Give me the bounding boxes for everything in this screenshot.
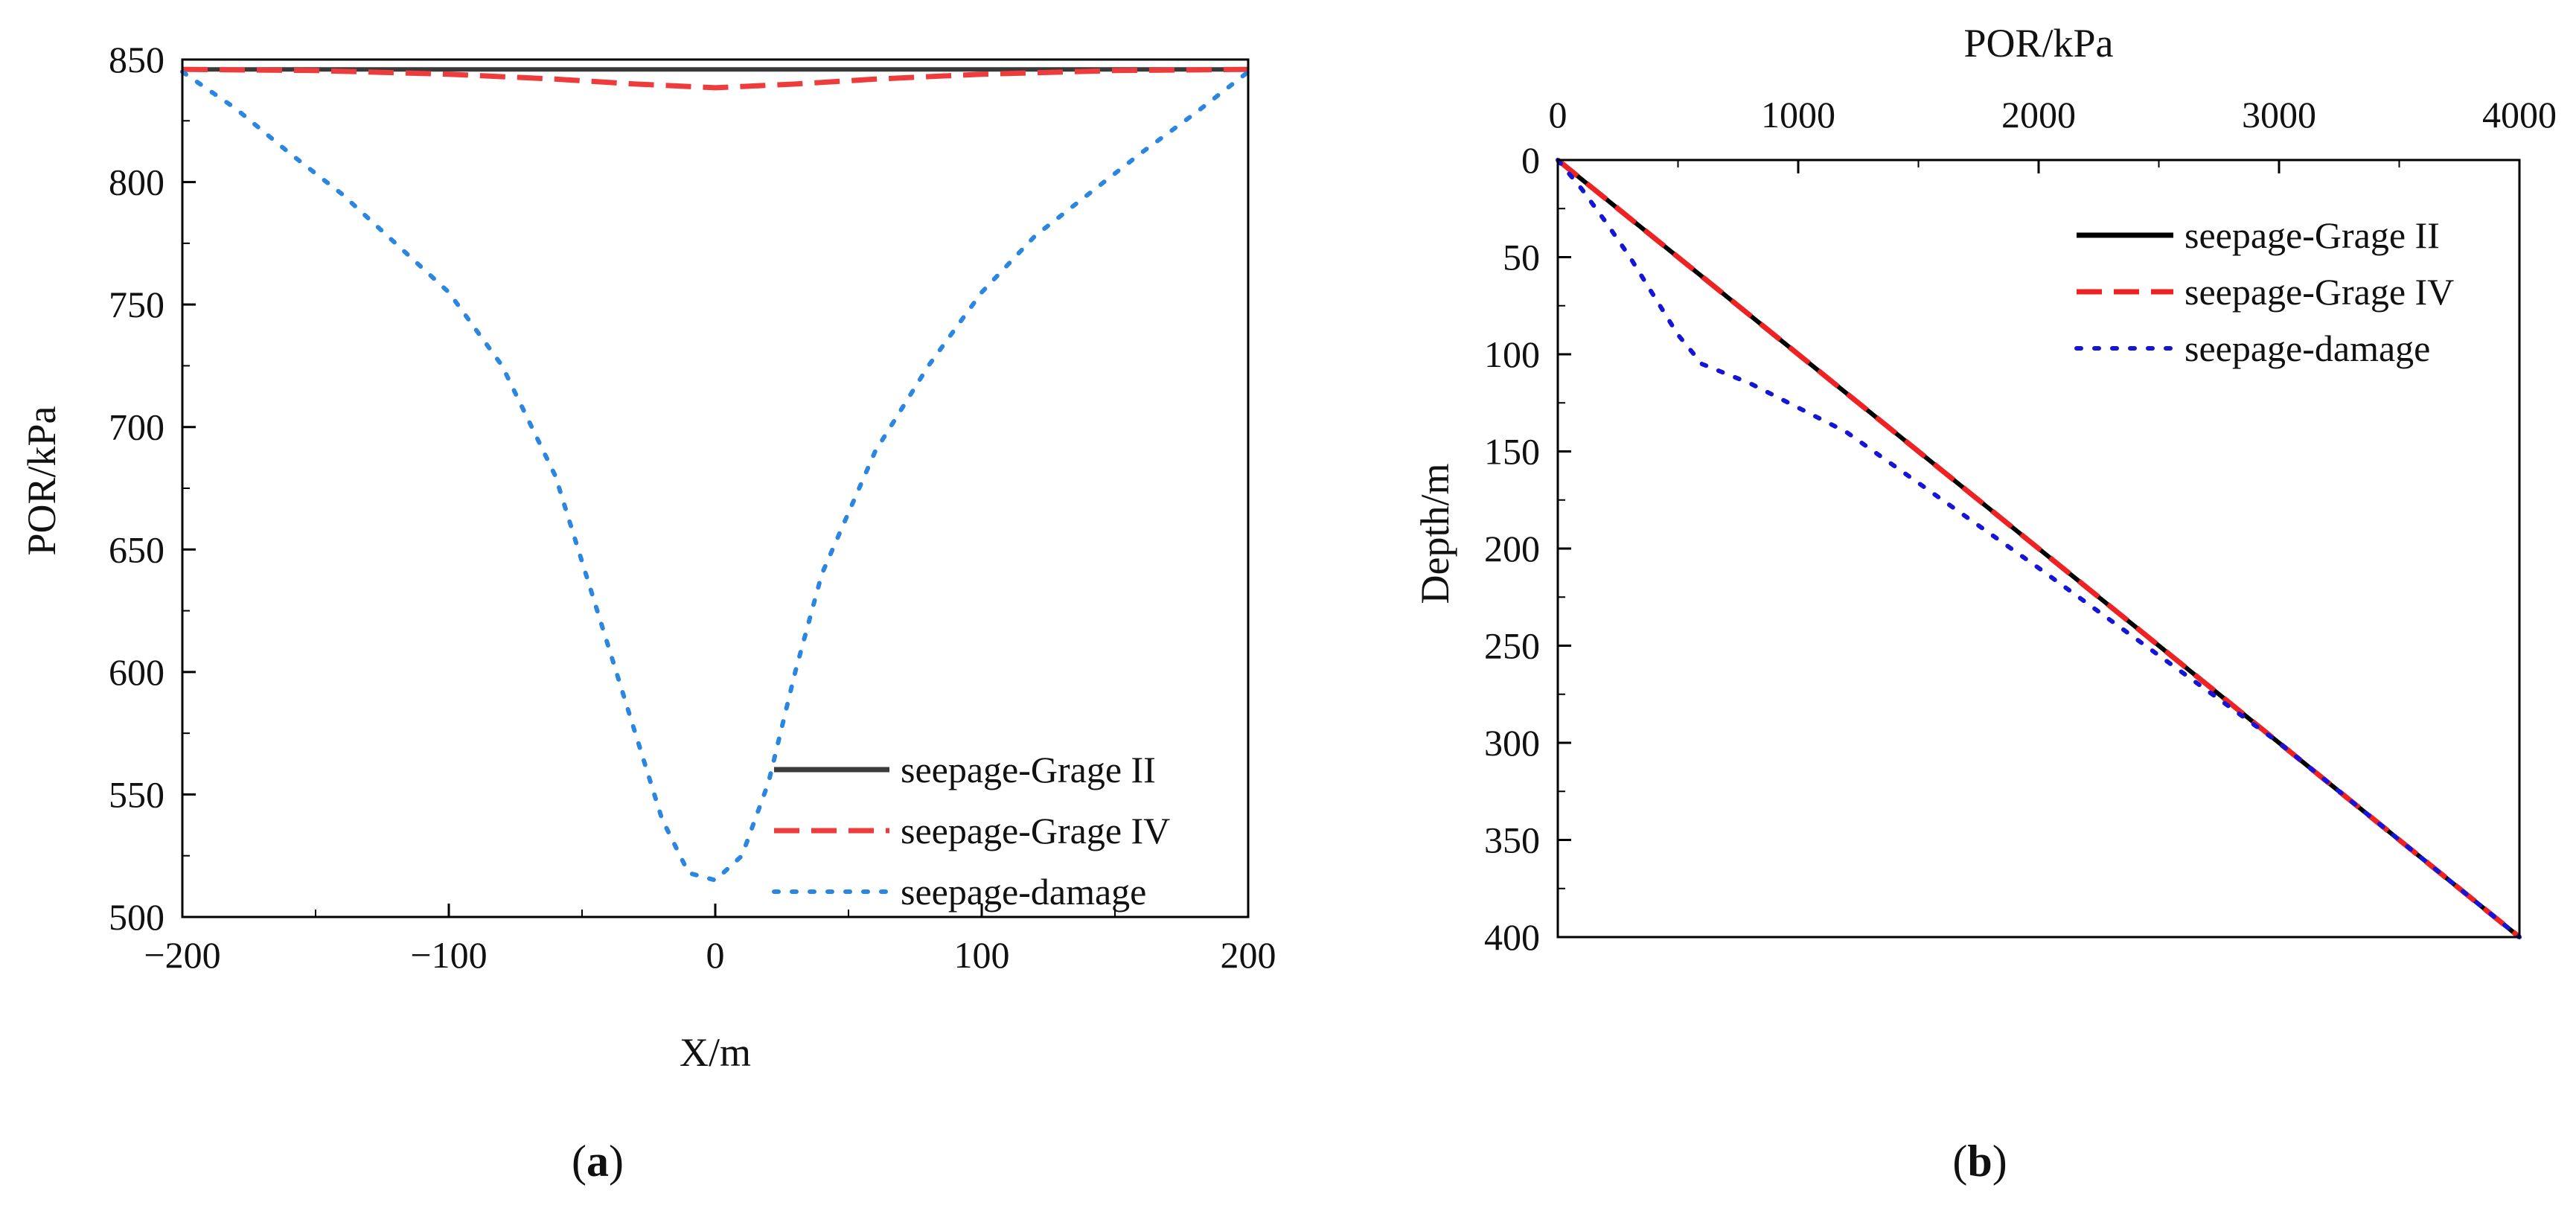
y-tick-label-b-2: 100 bbox=[1484, 333, 1540, 375]
x-tick-label-a-0: −200 bbox=[144, 934, 220, 976]
series-line-a-2 bbox=[180, 69, 1250, 883]
y-tick-label-a-0: 500 bbox=[109, 896, 164, 938]
panel-label-open-a: ( bbox=[572, 1137, 587, 1186]
x-tick-label-b-0: 0 bbox=[1549, 94, 1567, 135]
y-tick-label-b-4: 200 bbox=[1484, 528, 1540, 569]
series-line-b-1 bbox=[1556, 158, 2522, 939]
y-tick-label-a-1: 550 bbox=[109, 773, 164, 815]
legend-label-b-1: seepage-Grage IV bbox=[2185, 271, 2454, 313]
chart-panel-b: 0 1000 2000 3000 4000 0 50 100 150 200 250 300 350 40… bbox=[1413, 21, 2557, 1186]
y-tick-label-a-2: 600 bbox=[109, 651, 164, 693]
legend-label-a-1: seepage-Grage IV bbox=[901, 810, 1170, 851]
legend-label-a-2: seepage-damage bbox=[901, 871, 1146, 913]
y-tick-label-a-6: 800 bbox=[109, 162, 164, 203]
panel-label-close-b: ) bbox=[1992, 1137, 2007, 1186]
x-tick-label-b-3: 3000 bbox=[2242, 94, 2316, 135]
x-axis-title-a: X/m bbox=[680, 1030, 751, 1075]
x-tick-label-a-3: 100 bbox=[954, 934, 1010, 976]
x-axis-title-b: POR/kPa bbox=[1963, 21, 2113, 65]
y-axis-title-a: POR/kPa bbox=[19, 406, 64, 555]
panel-label-letter-b: b bbox=[1967, 1137, 1992, 1186]
legend-label-b-0: seepage-Grage II bbox=[2185, 214, 2440, 256]
x-tick-label-a-2: 0 bbox=[706, 934, 725, 976]
y-tick-label-a-4: 700 bbox=[109, 406, 164, 448]
y-tick-label-b-8: 400 bbox=[1484, 916, 1540, 958]
y-tick-label-b-3: 150 bbox=[1484, 431, 1540, 473]
y-axis-title-b: Depth/m bbox=[1413, 464, 1457, 604]
y-tick-label-b-1: 50 bbox=[1503, 237, 1540, 278]
y-tick-label-b-6: 300 bbox=[1484, 722, 1540, 764]
panel-label-close-a: ) bbox=[609, 1137, 624, 1186]
x-tick-label-a-1: −100 bbox=[410, 934, 487, 976]
legend-label-b-2: seepage-damage bbox=[2185, 327, 2430, 369]
panel-label-open-b: ( bbox=[1952, 1137, 1967, 1186]
panel-label-b: (b) bbox=[1952, 1137, 2007, 1186]
series-line-a-1 bbox=[182, 66, 1249, 91]
y-tick-label-a-3: 650 bbox=[109, 528, 164, 570]
y-tick-label-a-5: 750 bbox=[109, 284, 164, 325]
legend-label-a-0: seepage-Grage II bbox=[901, 749, 1156, 790]
x-tick-label-b-1: 1000 bbox=[1761, 94, 1835, 135]
y-tick-label-b-7: 350 bbox=[1484, 819, 1540, 861]
y-tick-label-a-7: 850 bbox=[109, 39, 164, 80]
panel-label-a: (a) bbox=[572, 1137, 624, 1186]
chart-panel-a: −200 −100 0 100 200 500 550 600 650 700 750 800 850 X… bbox=[19, 39, 1276, 1186]
y-tick-label-b-0: 0 bbox=[1521, 139, 1540, 181]
x-tick-label-a-4: 200 bbox=[1221, 934, 1276, 976]
y-tick-label-b-5: 250 bbox=[1484, 625, 1540, 667]
x-tick-label-b-4: 4000 bbox=[2482, 94, 2557, 135]
x-tick-label-b-2: 2000 bbox=[2001, 94, 2076, 135]
panel-label-letter-a: a bbox=[587, 1137, 609, 1186]
series-line-b-2 bbox=[1556, 158, 2522, 939]
